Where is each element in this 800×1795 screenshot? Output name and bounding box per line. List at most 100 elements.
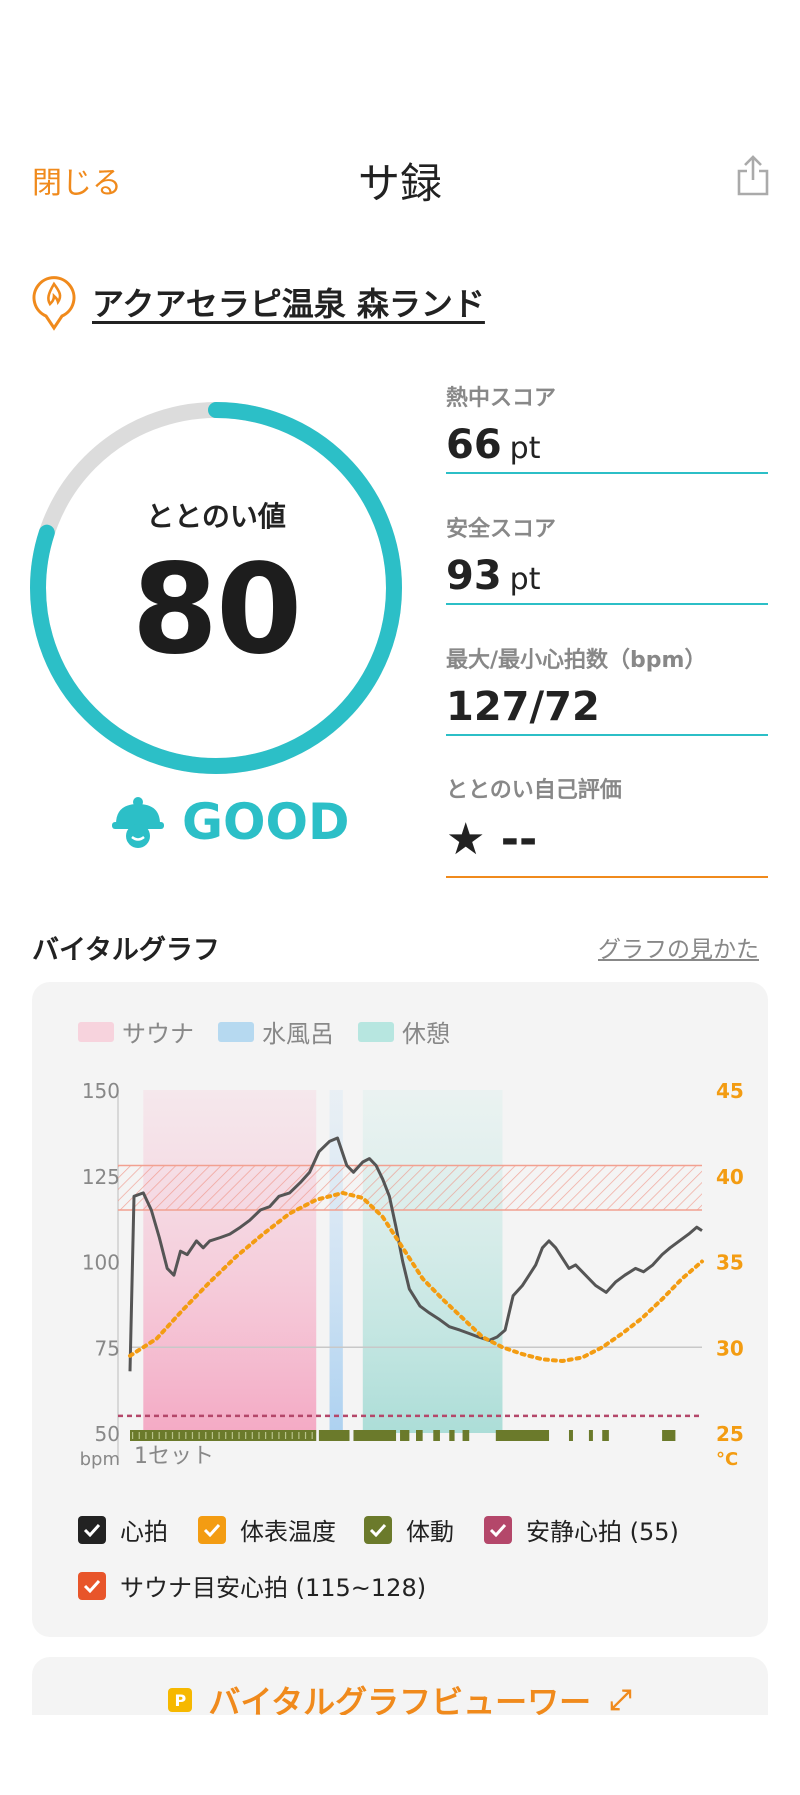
right-tick-label: 40 [716, 1165, 744, 1189]
sauna-target-band [118, 1165, 702, 1211]
motion-tick [205, 1432, 207, 1439]
motion-segment [130, 1430, 317, 1441]
expand-icon: ⤢ [609, 1683, 632, 1715]
close-button[interactable]: 閉じる [32, 166, 122, 201]
motion-segment [602, 1430, 609, 1441]
heart-rate-label: 最大/最小心拍数（bpm） [446, 648, 707, 673]
legend-label: 体表温度 [240, 1518, 336, 1546]
motion-tick [151, 1432, 154, 1439]
checkbox[interactable] [78, 1515, 106, 1544]
legend-resting-hr[interactable]: 安静心拍 (55) [484, 1512, 679, 1547]
share-icon[interactable] [736, 154, 770, 196]
right-tick-label: 35 [716, 1251, 744, 1275]
legend-heart-rate[interactable]: 心拍 [78, 1512, 168, 1547]
safety-score-label: 安全スコア [446, 517, 557, 542]
legend-label: サウナ目安心拍 (115~128) [120, 1574, 427, 1602]
motion-tick [158, 1432, 160, 1439]
x-axis-label: 1セット [134, 1444, 214, 1469]
facility-row[interactable]: アクアセラピ温泉 森ランド [30, 272, 485, 332]
body-motion-strip [130, 1430, 676, 1441]
left-tick-label: 150 [82, 1079, 120, 1103]
divider [446, 876, 768, 878]
graph-viewer-button[interactable]: P バイタルグラフビューワー ⤢ [32, 1677, 768, 1715]
left-tick-label: 125 [82, 1165, 120, 1189]
heart-rate-series [128, 1136, 703, 1372]
sauna-pin-icon [32, 276, 76, 331]
zone-legend: サウナ 水風呂 休憩 [78, 1014, 474, 1049]
motion-tick [191, 1432, 194, 1439]
legend-body-motion[interactable]: 体動 [364, 1512, 454, 1547]
motion-segment [400, 1430, 410, 1441]
right-axis-unit: °C [716, 1449, 738, 1470]
checkbox[interactable] [484, 1515, 512, 1544]
page-title: サ録 [357, 159, 442, 208]
motion-segment [416, 1430, 423, 1441]
divider [446, 472, 768, 474]
motion-tick [138, 1432, 140, 1439]
right-tick-label: 45 [716, 1079, 744, 1103]
motion-tick [238, 1432, 240, 1439]
motion-segment [449, 1430, 455, 1441]
motion-tick [198, 1432, 200, 1439]
motion-tick [291, 1432, 293, 1439]
right-tick-label: 25 [716, 1422, 744, 1446]
legend-sauna-target-hr[interactable]: サウナ目安心拍 (115~128) [78, 1568, 426, 1603]
motion-segment [495, 1430, 550, 1441]
score-label: ととのい値 [146, 500, 286, 533]
motion-tick [211, 1432, 214, 1439]
header: 閉じる サ録 [0, 140, 800, 210]
how-to-read-link[interactable]: グラフの見かた [598, 937, 759, 963]
legend-skin-temp[interactable]: 体表温度 [198, 1512, 336, 1547]
checkbox[interactable] [364, 1515, 392, 1544]
checkbox[interactable] [78, 1571, 106, 1600]
safety-score-value: 93 [446, 553, 502, 599]
mascot-icon [112, 797, 164, 848]
graph-viewer-label: バイタルグラフビューワー [208, 1683, 592, 1715]
motion-tick [311, 1432, 313, 1439]
score-gauge [30, 402, 402, 774]
rest-swatch [358, 1021, 394, 1042]
score-gauge-arc [30, 402, 402, 774]
cold-swatch [218, 1021, 254, 1042]
divider [446, 734, 768, 736]
legend-label: 心拍 [120, 1518, 168, 1546]
motion-tick [304, 1432, 307, 1439]
motion-tick [278, 1432, 280, 1439]
left-tick-label: 75 [95, 1336, 120, 1360]
rest-phase [362, 1090, 503, 1433]
zone-label-sauna: サウナ [122, 1020, 194, 1048]
premium-badge-icon: P [168, 1688, 193, 1712]
motion-tick [218, 1432, 220, 1439]
motion-tick [245, 1432, 247, 1439]
checkbox[interactable] [198, 1515, 226, 1544]
zone-label-cold: 水風呂 [262, 1020, 334, 1048]
motion-segment [662, 1430, 676, 1441]
self-rating[interactable]: ととのい自己評価 ★ -- [446, 772, 768, 878]
heart-rate-value: 127/72 [446, 684, 600, 730]
motion-segment [568, 1430, 573, 1441]
facility-name[interactable]: アクアセラピ温泉 森ランド [92, 285, 485, 323]
motion-tick [171, 1432, 174, 1439]
motion-tick [185, 1432, 187, 1439]
section-title: バイタルグラフ [32, 935, 220, 966]
heat-score-value: 66 [446, 422, 502, 468]
heart-rate: 最大/最小心拍数（bpm） 127/72 [446, 642, 768, 736]
heat-score-unit: pt [509, 431, 541, 466]
score-value: 80 [131, 538, 303, 682]
left-tick-label: 50 [95, 1422, 120, 1446]
rating-badge: GOOD [110, 790, 350, 854]
motion-tick [225, 1432, 227, 1439]
motion-tick [178, 1432, 180, 1439]
motion-tick [284, 1432, 287, 1439]
self-rating-value[interactable]: ★ -- [446, 814, 538, 865]
legend-label: 体動 [406, 1518, 454, 1546]
motion-tick [298, 1432, 300, 1439]
motion-segment [353, 1430, 397, 1441]
motion-tick [231, 1432, 233, 1439]
motion-tick [132, 1432, 134, 1439]
heat-score-label: 熱中スコア [446, 386, 557, 411]
self-rating-label: ととのい自己評価 [446, 778, 622, 803]
motion-tick [271, 1432, 273, 1439]
motion-tick [145, 1432, 147, 1439]
graph-viewer-card: P バイタルグラフビューワー ⤢ [32, 1657, 768, 1715]
